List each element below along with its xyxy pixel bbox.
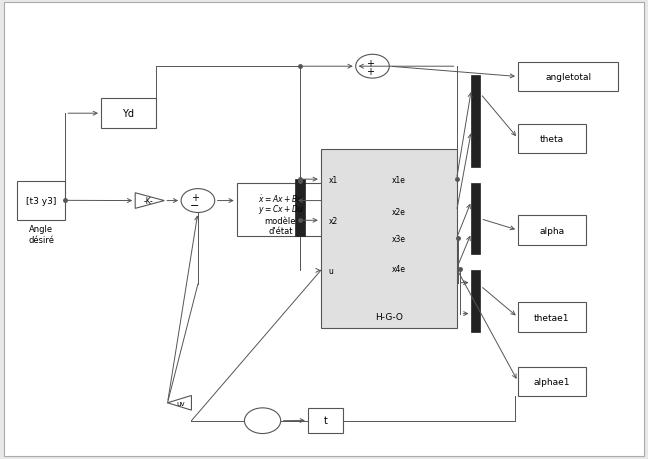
- Text: x1e: x1e: [391, 175, 405, 184]
- FancyBboxPatch shape: [518, 62, 618, 92]
- FancyBboxPatch shape: [472, 271, 480, 332]
- Circle shape: [356, 55, 389, 79]
- Text: x2e: x2e: [391, 207, 405, 216]
- FancyBboxPatch shape: [101, 99, 156, 129]
- Text: uv: uv: [176, 400, 185, 406]
- FancyBboxPatch shape: [308, 408, 343, 433]
- Text: x2: x2: [329, 216, 338, 225]
- Circle shape: [244, 408, 281, 434]
- Text: [t3 y3]: [t3 y3]: [26, 196, 56, 205]
- FancyBboxPatch shape: [4, 3, 644, 456]
- Text: t: t: [324, 415, 327, 425]
- Text: alpha: alpha: [539, 226, 564, 235]
- Text: +: +: [366, 59, 374, 69]
- FancyBboxPatch shape: [237, 184, 324, 236]
- Text: $\dot{x} = Ax + Bu$: $\dot{x} = Ax + Bu$: [258, 193, 303, 204]
- Text: Angle
désiré: Angle désiré: [28, 225, 54, 244]
- Text: $y = Cx + Du$: $y = Cx + Du$: [257, 202, 303, 215]
- FancyBboxPatch shape: [518, 303, 586, 332]
- Text: angletotal: angletotal: [545, 73, 591, 82]
- Text: theta: theta: [540, 134, 564, 144]
- Text: thetae1: thetae1: [534, 313, 570, 322]
- Circle shape: [181, 189, 214, 213]
- FancyBboxPatch shape: [518, 216, 586, 246]
- Text: modèle
d'état: modèle d'état: [264, 216, 296, 235]
- Text: Yd: Yd: [122, 109, 134, 119]
- Text: -K-: -K-: [143, 196, 153, 206]
- FancyBboxPatch shape: [518, 367, 586, 397]
- Text: x1: x1: [329, 175, 338, 184]
- FancyBboxPatch shape: [17, 181, 65, 220]
- Polygon shape: [168, 396, 191, 410]
- Text: +: +: [366, 67, 374, 77]
- Text: x4e: x4e: [391, 264, 406, 274]
- Text: −: −: [190, 201, 200, 211]
- Text: +: +: [191, 193, 199, 203]
- Text: u: u: [329, 266, 334, 275]
- FancyBboxPatch shape: [518, 124, 586, 154]
- FancyBboxPatch shape: [472, 76, 480, 168]
- FancyBboxPatch shape: [295, 179, 305, 236]
- Text: H-G-O: H-G-O: [375, 312, 402, 321]
- Polygon shape: [135, 193, 165, 209]
- Text: x3e: x3e: [391, 234, 406, 243]
- FancyBboxPatch shape: [321, 150, 457, 328]
- FancyBboxPatch shape: [472, 184, 480, 255]
- Text: alphae1: alphae1: [534, 377, 570, 386]
